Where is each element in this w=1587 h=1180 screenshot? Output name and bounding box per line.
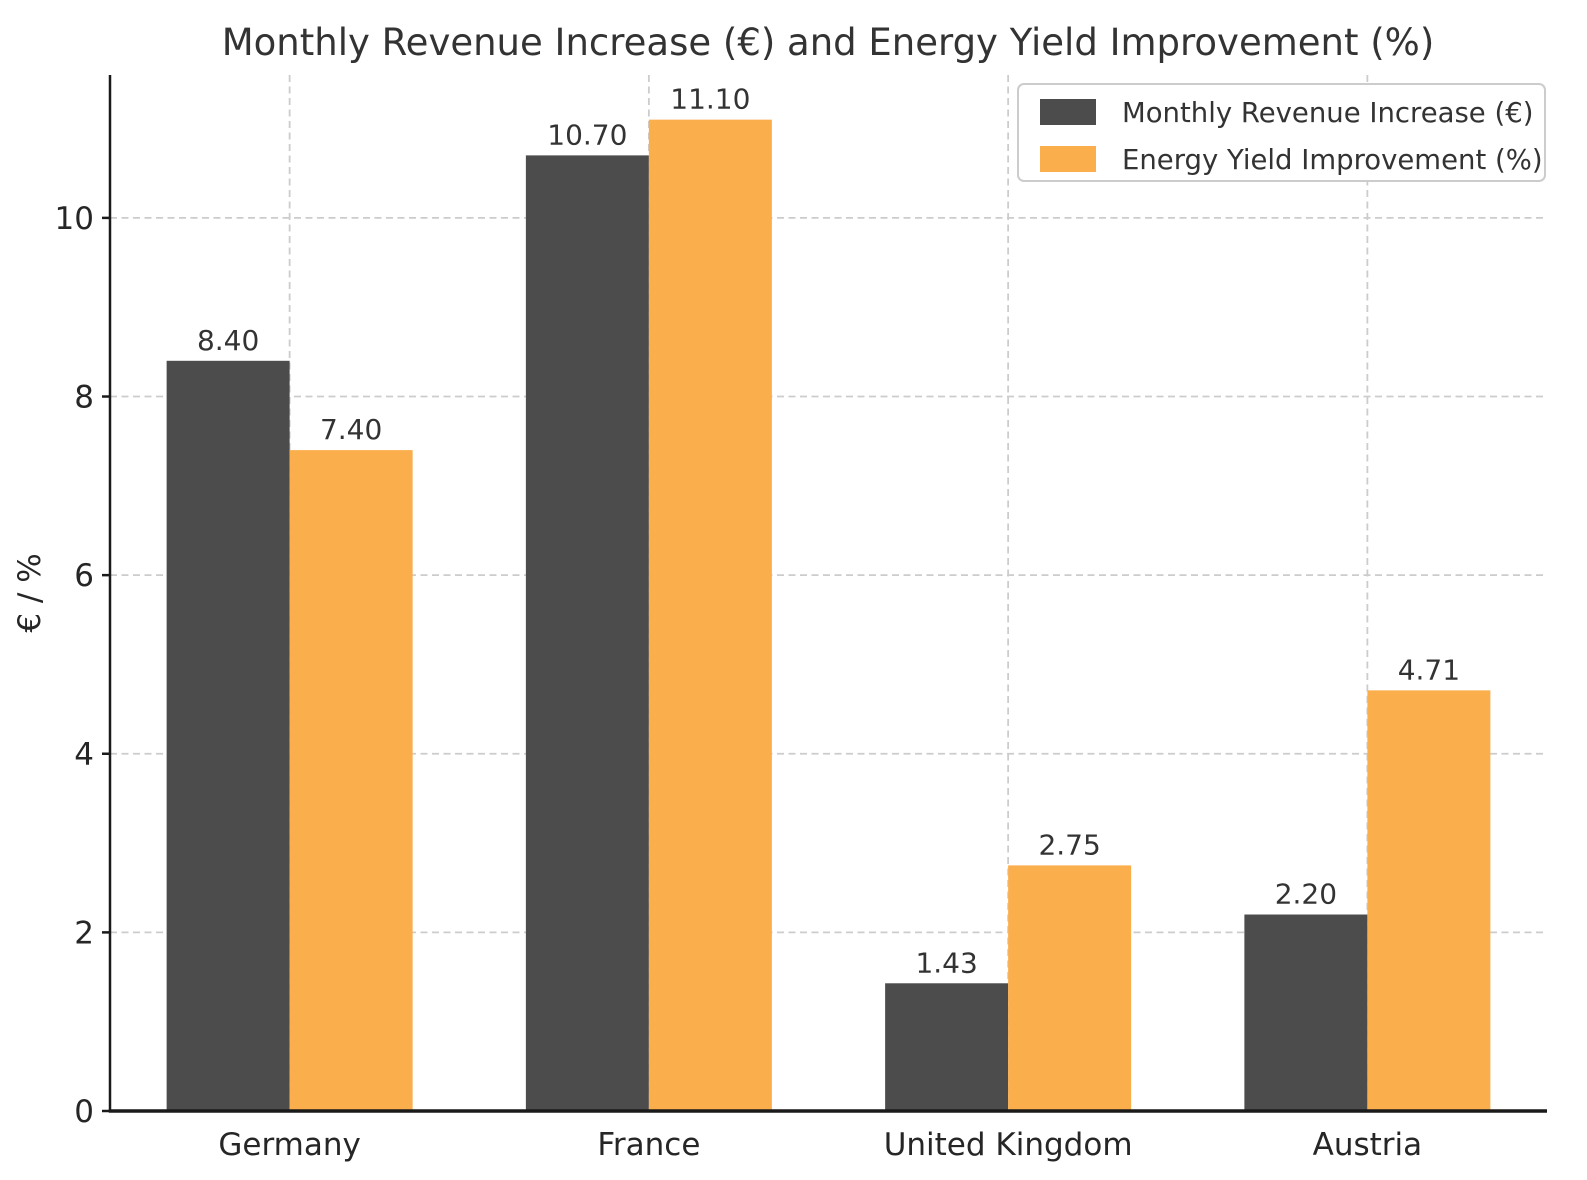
x-tick-label-france: France (597, 1127, 700, 1163)
bar-value-label: 8.40 (197, 324, 259, 357)
y-tick-label: 0 (74, 1094, 94, 1130)
bar-value-label: 4.71 (1398, 653, 1460, 686)
bar-france-s1 (648, 119, 772, 1112)
bar-united-kingdom-s0 (885, 983, 1009, 1111)
legend-swatch-s0 (1040, 99, 1096, 125)
x-tick-label-austria: Austria (1313, 1127, 1423, 1163)
y-tick-label: 4 (74, 737, 94, 773)
bar-value-label: 1.43 (915, 946, 977, 979)
bar-austria-s0 (1244, 914, 1368, 1111)
chart-title: Monthly Revenue Increase (€) and Energy … (222, 21, 1435, 64)
y-axis-label: € / % (12, 553, 48, 632)
bar-value-label: 2.20 (1275, 878, 1337, 911)
legend-label-s0: Monthly Revenue Increase (€) (1122, 97, 1533, 129)
bar-united-kingdom-s1 (1008, 865, 1132, 1111)
bar-germany-s0 (166, 360, 290, 1111)
x-tick-label-germany: Germany (218, 1127, 360, 1163)
y-tick-label: 10 (55, 201, 94, 237)
x-axis-labels-layer: Germany France United Kingdom Austria (218, 1127, 1422, 1163)
y-tick-label: 2 (74, 915, 94, 951)
bars-layer (166, 119, 1491, 1112)
legend-rows: Monthly Revenue Increase (€) Energy Yield… (1040, 97, 1543, 176)
y-axis-ticks-layer: 0 2 4 6 8 10 (55, 201, 110, 1130)
legend: Monthly Revenue Increase (€) Energy Yield… (1017, 83, 1546, 182)
bar-value-label: 10.70 (547, 118, 627, 151)
bar-austria-s1 (1367, 690, 1491, 1111)
bar-germany-s1 (289, 450, 413, 1111)
bar-value-label: 7.40 (320, 413, 382, 446)
legend-box (1017, 83, 1546, 182)
bar-france-s0 (525, 155, 649, 1112)
y-tick-label: 6 (74, 558, 94, 594)
x-tick-label-united-kingdom: United Kingdom (884, 1127, 1133, 1163)
bar-value-labels-layer: 8.40 10.70 1.43 2.20 7.40 11.10 2.75 4.71 (197, 83, 1460, 980)
y-tick-label: 8 (74, 380, 94, 416)
legend-label-s1: Energy Yield Improvement (%) (1122, 144, 1543, 176)
legend-swatch-s1 (1040, 146, 1096, 172)
bar-value-label: 2.75 (1038, 828, 1100, 861)
bar-value-label: 11.10 (670, 83, 750, 116)
